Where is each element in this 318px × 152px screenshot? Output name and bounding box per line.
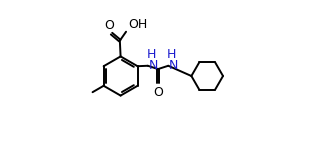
Text: OH: OH — [128, 17, 148, 31]
Text: H: H — [167, 48, 176, 61]
Text: N: N — [169, 59, 178, 72]
Text: N: N — [149, 59, 158, 72]
Text: O: O — [104, 19, 114, 32]
Text: H: H — [147, 48, 156, 61]
Text: O: O — [153, 86, 163, 99]
